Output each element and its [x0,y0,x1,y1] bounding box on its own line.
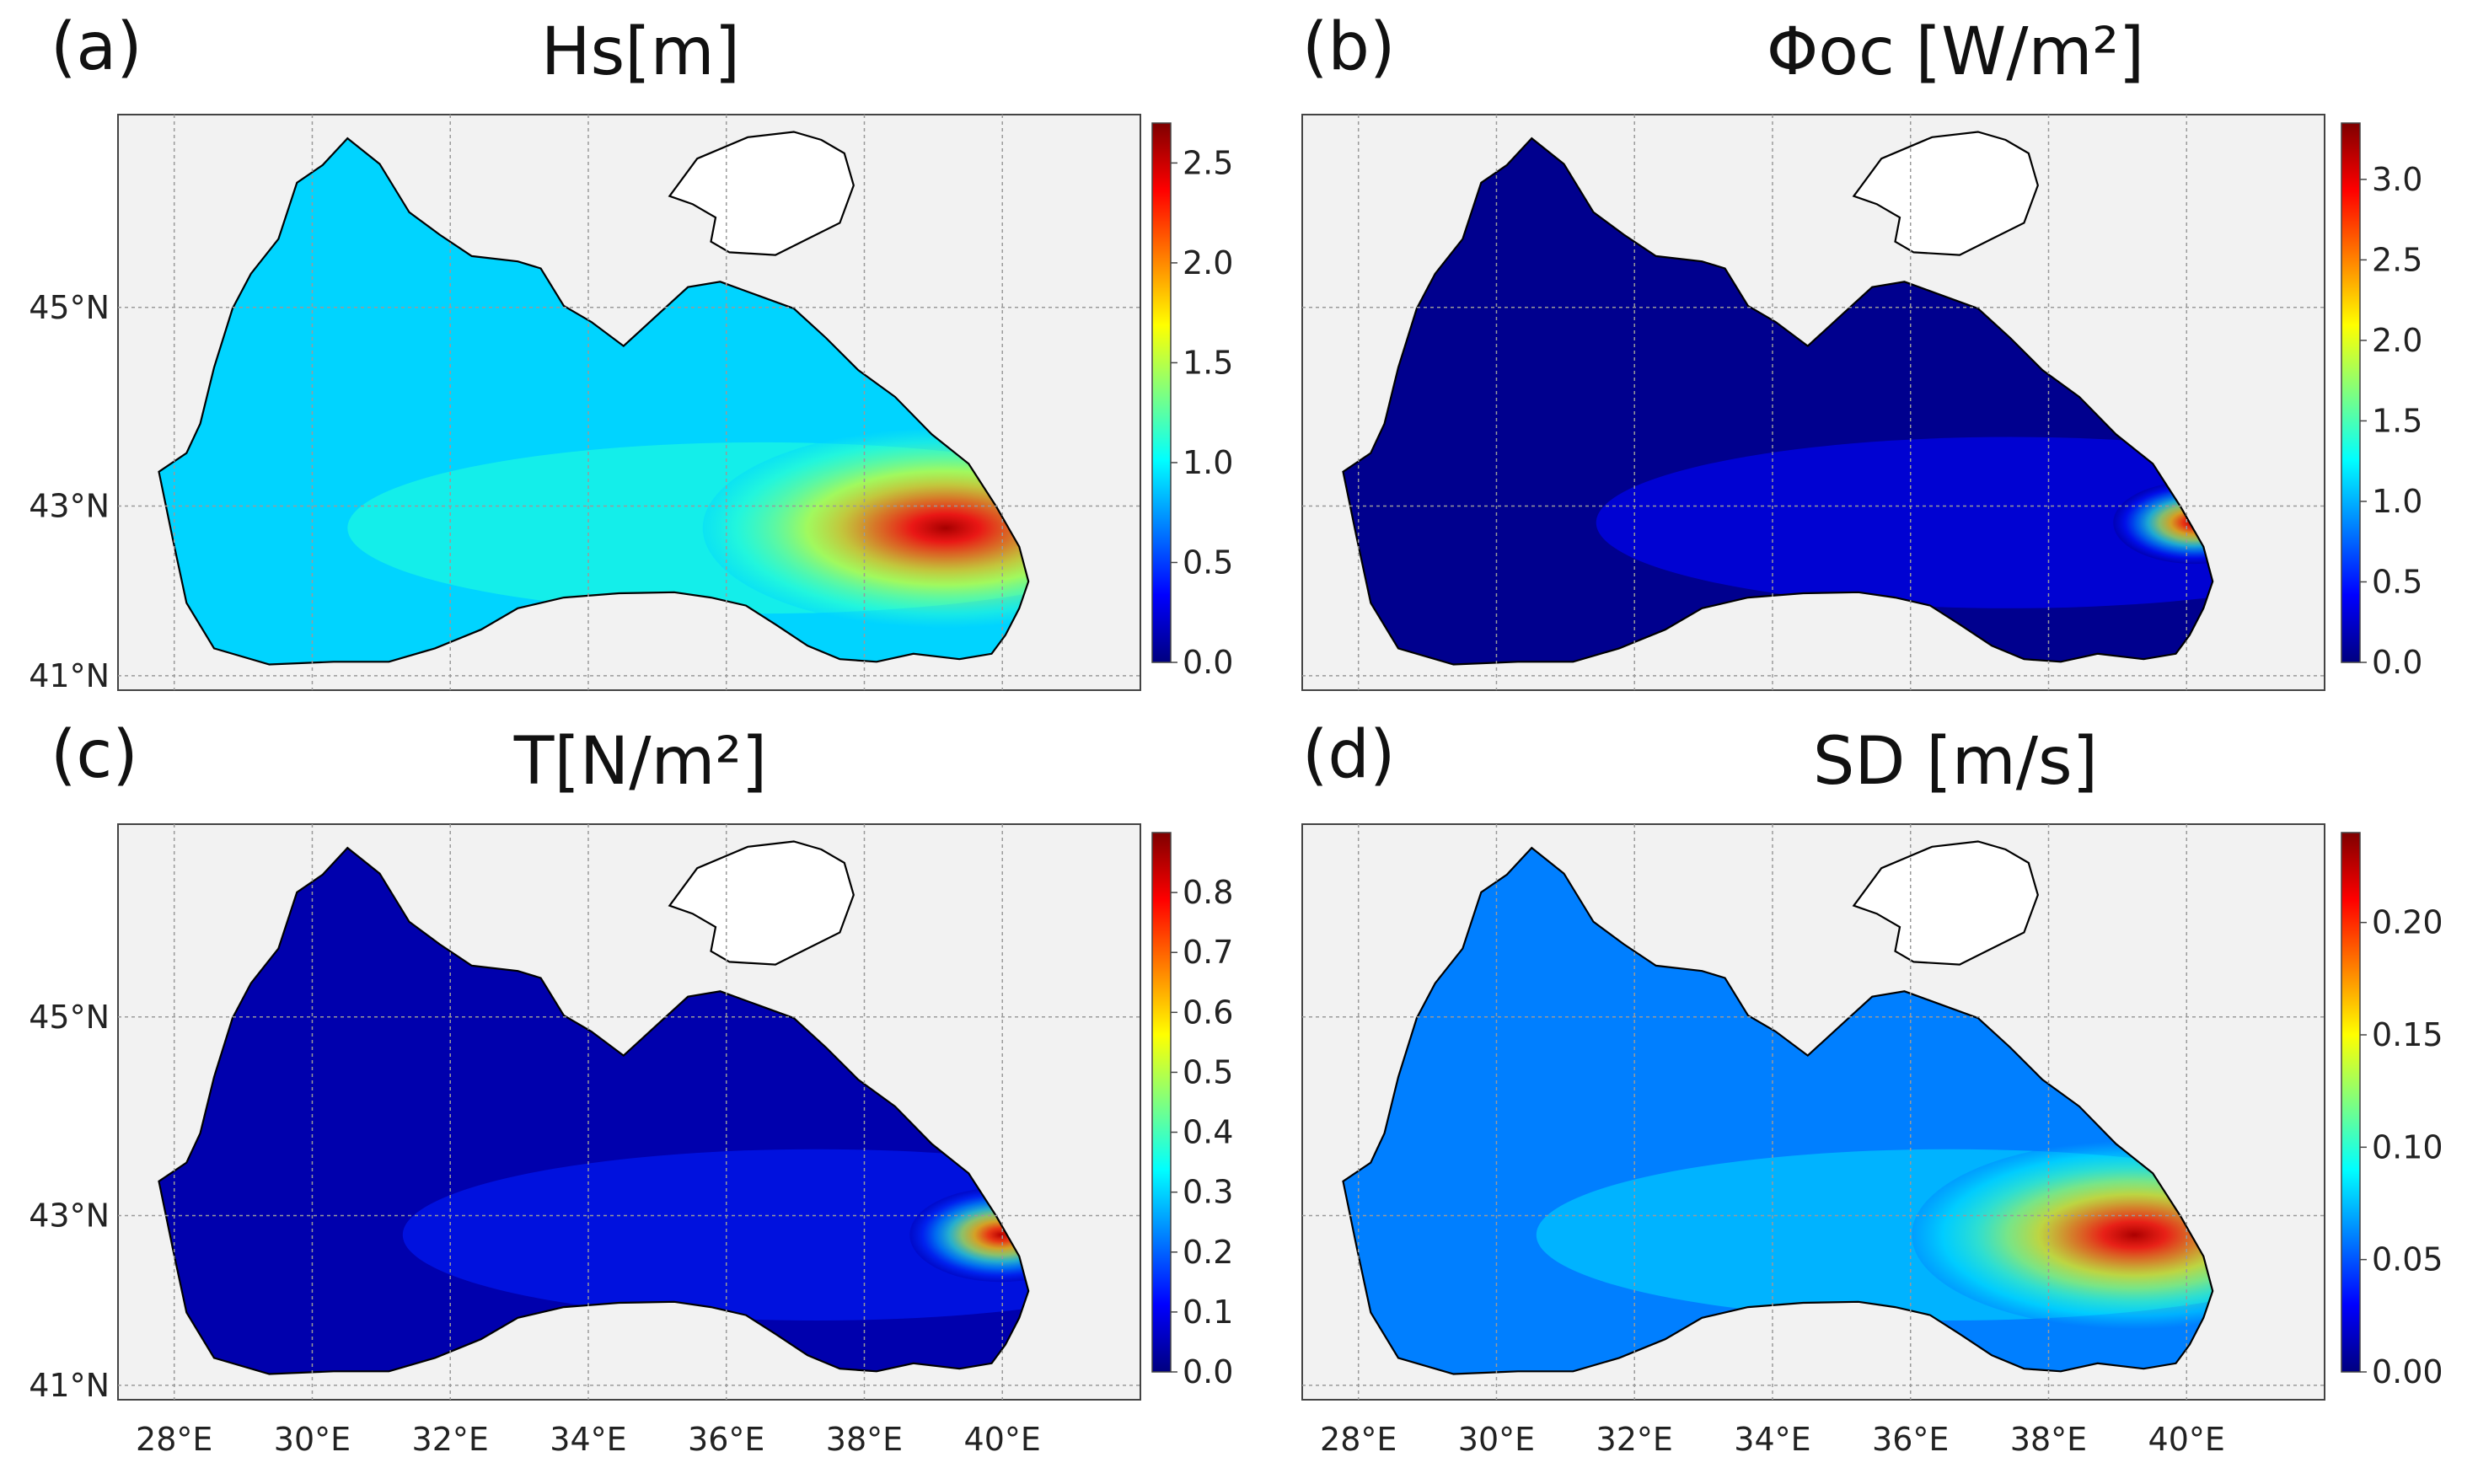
azov-sea-land [1852,131,2039,256]
colorbar-tick-label: 0.8 [1183,874,1233,911]
panel-c: 45°N 43°N 41°N 28°E 30°E 32°E 34°E 36°E 38°E 40°E… [29,717,1233,1458]
azov-sea-land [1852,840,2039,966]
colorbar-tick-label: 0.3 [1183,1174,1233,1211]
colorbar-tick-label: 0.15 [2372,1016,2443,1053]
colorbar-tick-label: 0.5 [1183,1053,1233,1090]
panel-title: SD [m/s] [1813,724,2098,800]
lon-label: 36°E [688,1421,764,1458]
gridlines [118,824,1140,1400]
colorbar-tick-label: 0.5 [1183,544,1233,581]
hotspot [1912,1140,2213,1330]
lon-label: 28°E [136,1421,212,1458]
colorbar-tick-label: 1.0 [2372,483,2422,520]
gridlines [1302,115,2325,690]
lon-label: 34°E [550,1421,626,1458]
hotspot [909,1187,1029,1283]
lon-label: 32°E [412,1421,489,1458]
panel-label: (c) [51,717,138,793]
colorbar-tick-label: 0.10 [2372,1128,2443,1165]
panel-title: T[N/m²] [513,724,767,800]
lon-label: 40°E [2148,1421,2225,1458]
azov-sea-land [668,840,855,966]
coastline [158,137,1030,666]
colorbar [2341,122,2361,663]
colorbar-tick-label: 0.0 [2372,644,2422,681]
colorbar-tick-label: 1.5 [2372,402,2422,439]
lat-label: 43°N [29,1197,110,1234]
colorbar-tick-label: 2.0 [1183,244,1233,281]
colorbar-tick-label: 0.7 [1183,934,1233,971]
lat-label: 45°N [29,999,110,1036]
lon-label: 40°E [964,1421,1041,1458]
panel-label: (a) [51,9,142,85]
colorbar-tick-label: 0.2 [1183,1234,1233,1271]
colorbar-tick-label: 0.6 [1183,994,1233,1031]
azov-sea-land [668,131,855,256]
panel-a: 45°N 43°N 41°N 0.0 0.5 1.0 1.5 2.0 2.5 (a) Hs[m] [29,9,1233,694]
lon-label: 30°E [274,1421,351,1458]
lon-label: 38°E [2010,1421,2087,1458]
gridlines [118,115,1140,690]
colorbar [1151,122,1172,663]
colorbar-tick-label: 0.4 [1183,1114,1233,1151]
colorbar-tick-label: 1.5 [1183,344,1233,381]
lat-label: 41°N [29,657,110,694]
panel-label: (d) [1302,717,1395,793]
lon-label: 36°E [1872,1421,1949,1458]
panel-title: Φoc [W/m²] [1767,14,2144,90]
coastline [158,846,1030,1375]
hotspot [702,427,1029,629]
coastline [1342,137,2214,666]
colorbar-tick-label: 0.0 [1183,1353,1233,1390]
lon-label: 34°E [1734,1421,1810,1458]
colorbar-tick-label: 2.5 [2372,241,2422,278]
colorbar-tick-label: 0.0 [1183,644,1233,681]
gridlines [1302,824,2325,1400]
colorbar-tick-label: 2.5 [1183,144,1233,181]
lon-label: 32°E [1596,1421,1673,1458]
lat-label: 43°N [29,487,110,524]
colorbar-tick-label: 0.20 [2372,904,2443,941]
lon-label: 38°E [826,1421,903,1458]
coastline [1342,846,2214,1375]
colorbar [1151,832,1172,1373]
colorbar-tick-label: 0.5 [2372,563,2422,600]
panel-label: (b) [1302,9,1395,85]
panel-title: Hs[m] [541,14,740,90]
colorbar-tick-label: 3.0 [2372,161,2422,198]
colorbar-tick-label: 0.00 [2372,1353,2443,1390]
colorbar-tick-label: 0.05 [2372,1241,2443,1278]
colorbar [2341,832,2361,1373]
lat-label: 45°N [29,289,110,326]
lon-label: 28°E [1320,1421,1397,1458]
panel-b: 0.0 0.5 1.0 1.5 2.0 2.5 3.0 (b) Φoc [W/m²] [1301,9,2422,691]
colorbar-tick-label: 2.0 [2372,322,2422,359]
colorbar-tick-label: 0.1 [1183,1294,1233,1331]
panel-d: 28°E 30°E 32°E 34°E 36°E 38°E 40°E 0.00 0.05 0.10… [1301,717,2443,1458]
lon-label: 30°E [1458,1421,1535,1458]
colorbar-tick-label: 1.0 [1183,444,1233,481]
lat-label: 41°N [29,1367,110,1404]
